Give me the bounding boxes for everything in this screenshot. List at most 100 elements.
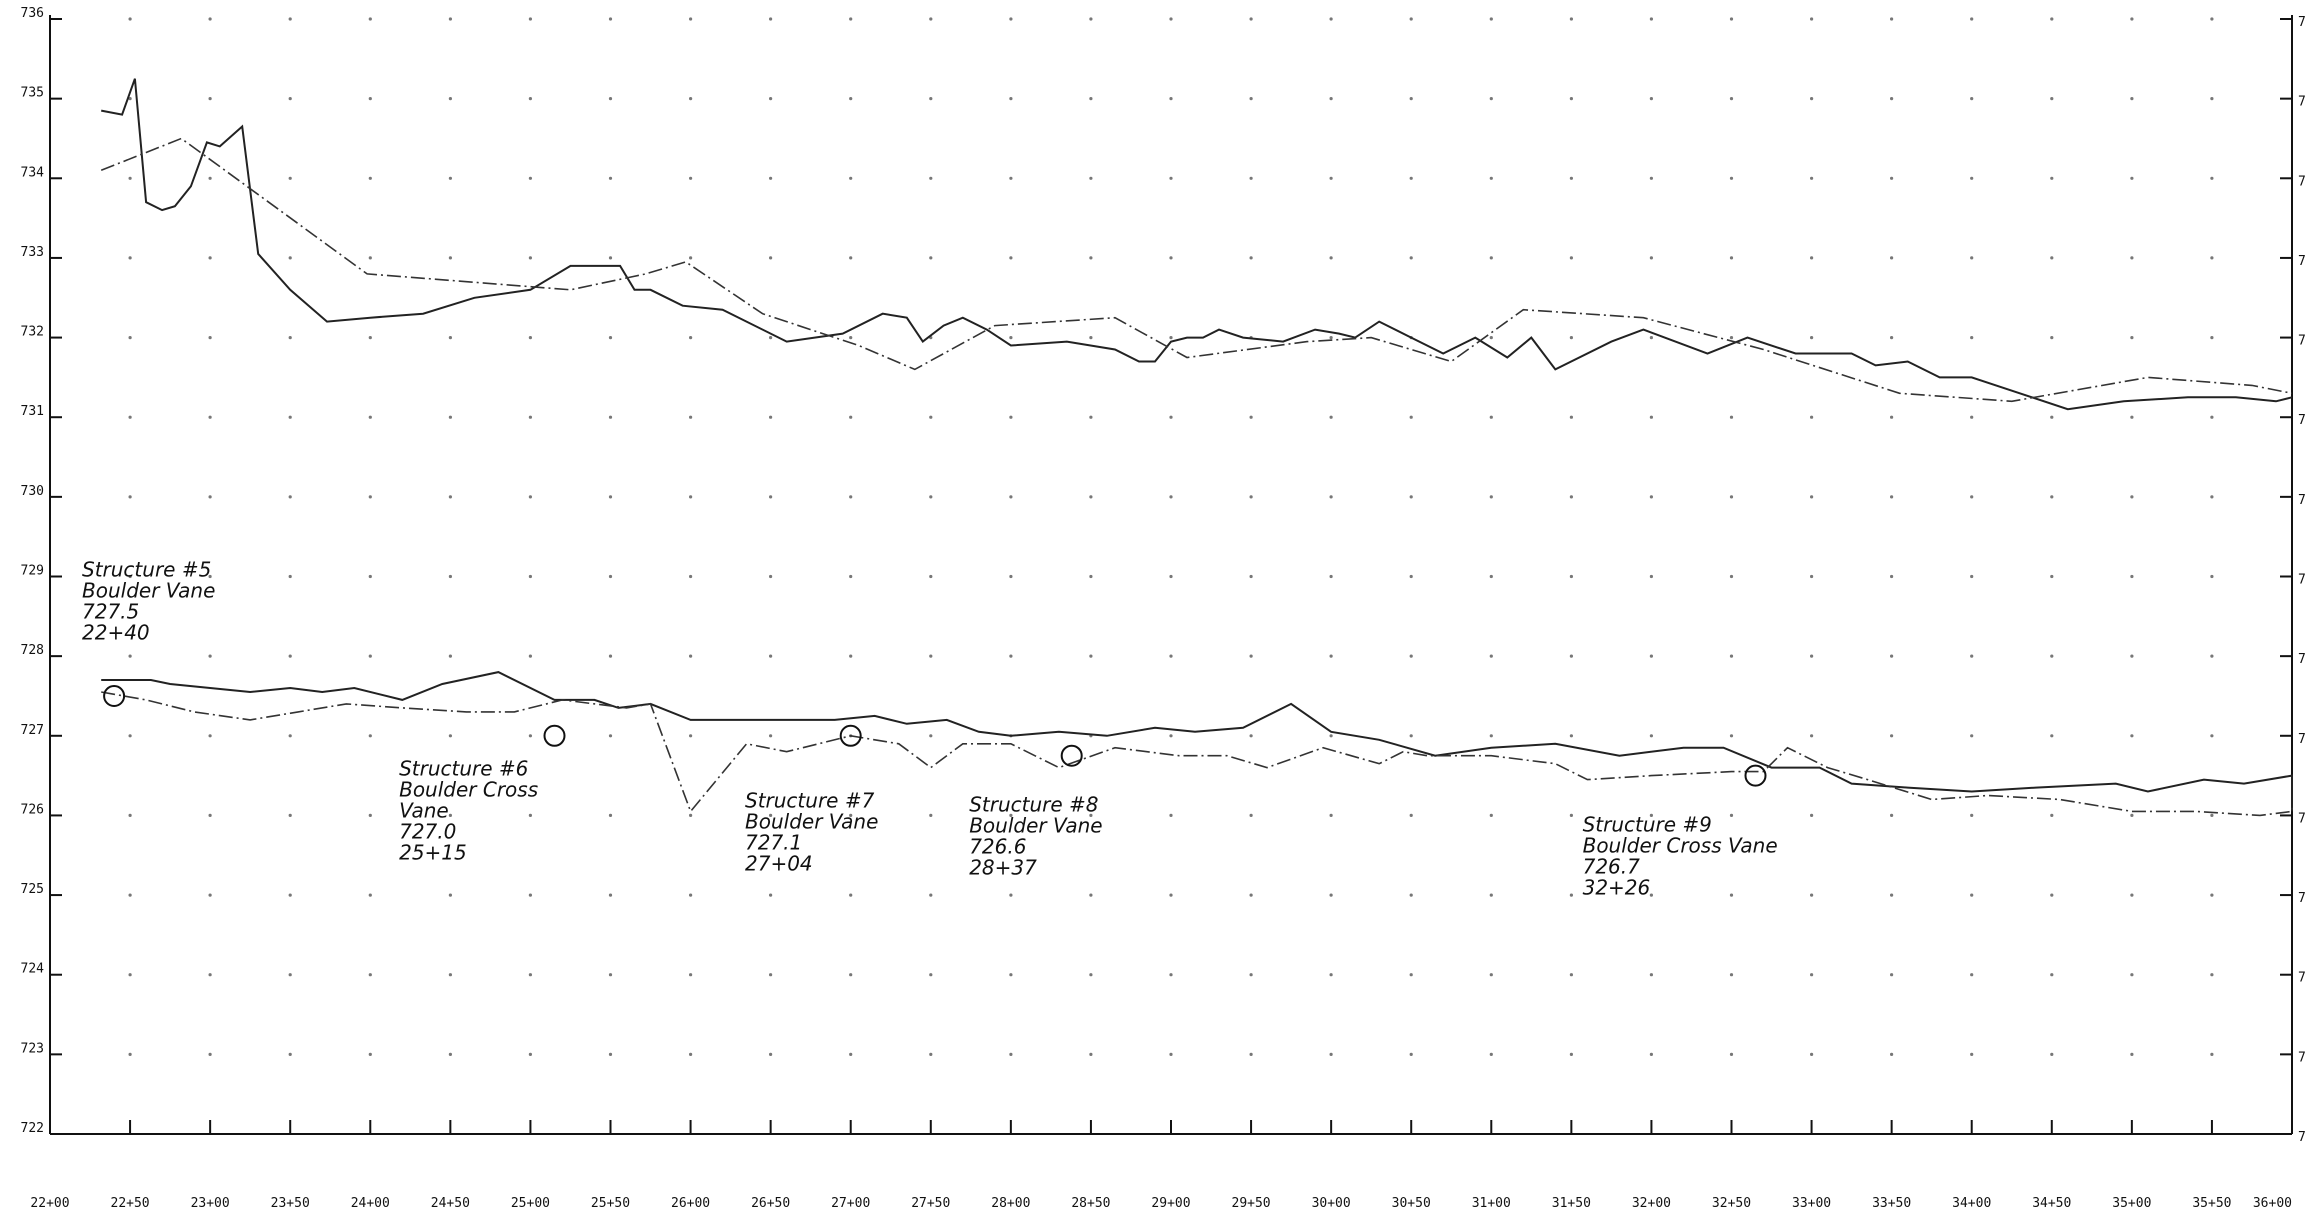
y-tick-label-right: 7 xyxy=(2298,1130,2306,1145)
grid-dot xyxy=(1569,973,1573,977)
grid-dot xyxy=(1249,973,1253,977)
grid-dot xyxy=(528,336,533,340)
x-tick-label: 26+50 xyxy=(751,1196,790,1211)
grid-dot xyxy=(1810,97,1814,101)
grid-dot xyxy=(2050,97,2054,101)
grid-dot xyxy=(528,415,533,419)
grid-dot xyxy=(608,813,613,818)
grid-dot xyxy=(608,415,613,419)
grid-dot xyxy=(208,97,212,101)
grid-dot xyxy=(2050,574,2054,579)
grid-dot xyxy=(1089,256,1093,260)
grid-dot xyxy=(1649,17,1653,21)
structure-marker xyxy=(103,685,126,707)
grid-dot xyxy=(769,893,773,897)
grid-dot xyxy=(849,813,853,818)
y-axis-ticks: 722 7 723 7 724 7 725 7 726 7 727 7 728 7 729 7 730 7 731 7… xyxy=(21,6,2306,1145)
grid-dot xyxy=(2050,973,2054,977)
grid-dot xyxy=(1569,654,1573,658)
grid-dot xyxy=(849,17,853,21)
grid-dot xyxy=(1649,973,1653,977)
grid-dot xyxy=(128,973,132,977)
grid-dot xyxy=(1890,734,1894,738)
grid-dot xyxy=(288,256,292,260)
grid-dot xyxy=(2050,734,2054,738)
y-tick-label: 731 xyxy=(21,404,44,419)
x-tick-label: 36+00 xyxy=(2253,1196,2292,1211)
grid-dot xyxy=(849,176,853,180)
grid-dot xyxy=(1009,97,1013,101)
grid-dot xyxy=(2130,97,2134,101)
grid-dot xyxy=(608,495,613,499)
grid-dot xyxy=(1329,973,1333,977)
annotation-line: Structure #6 xyxy=(399,757,528,781)
grid-dot xyxy=(288,734,292,738)
grid-dot xyxy=(2130,813,2134,818)
grid-dot xyxy=(608,256,613,260)
grid-dot xyxy=(368,176,372,180)
x-tick-label: 35+50 xyxy=(2192,1196,2231,1211)
grid-dot xyxy=(1890,813,1894,818)
y-tick-label: 725 xyxy=(21,882,44,897)
grid-dot xyxy=(689,654,693,658)
x-tick-label: 33+00 xyxy=(1792,1196,1831,1211)
grid-dot xyxy=(1169,813,1173,818)
x-tick-label: 32+00 xyxy=(1632,1196,1671,1211)
structure-markers xyxy=(103,685,1767,787)
grid-dot xyxy=(1970,574,1974,579)
grid-dot xyxy=(689,256,693,260)
annotation-line: Structure #7 xyxy=(745,789,875,813)
grid-dot xyxy=(1329,734,1333,738)
grid-dot xyxy=(769,495,773,499)
grid-dot xyxy=(1649,256,1653,260)
annotation-line: 32+26 xyxy=(1583,875,1651,899)
grid-dot xyxy=(1569,1052,1573,1056)
grid-dot xyxy=(769,17,773,21)
grid-dot xyxy=(1890,574,1894,579)
grid-dot xyxy=(1890,1052,1894,1056)
grid-dot xyxy=(608,574,613,579)
grid-dot xyxy=(448,176,452,180)
grid-dot xyxy=(1569,97,1573,101)
grid-dot xyxy=(1329,336,1333,340)
grid-dot xyxy=(2130,973,2134,977)
annotation-line: Structure #8 xyxy=(969,792,1098,816)
grid-dot xyxy=(1569,17,1573,21)
y-tick-label: 727 xyxy=(21,723,44,738)
x-tick-label: 27+50 xyxy=(911,1196,950,1211)
grid-dot xyxy=(128,256,132,260)
x-tick-label: 24+50 xyxy=(431,1196,470,1211)
grid-dot xyxy=(689,1052,693,1056)
grid-dot xyxy=(608,336,613,340)
grid-dot xyxy=(1810,336,1814,340)
grid-dot xyxy=(448,654,452,658)
grid-dot xyxy=(288,654,292,658)
grid-dot xyxy=(1649,97,1653,101)
annotation-line: 727.0 xyxy=(399,820,456,844)
structure-annotations: Structure #5 Boulder Vane 727.5 22+40Struct… xyxy=(82,558,1778,900)
grid-dot xyxy=(1970,495,1974,499)
grid-dot xyxy=(1409,893,1413,897)
grid-dot xyxy=(528,574,533,579)
grid-dot xyxy=(849,654,853,658)
grid-dot xyxy=(1890,495,1894,499)
grid-dot xyxy=(769,336,773,340)
grid-dot xyxy=(2210,336,2214,340)
grid-dot xyxy=(1649,176,1653,180)
x-tick-label: 29+50 xyxy=(1232,1196,1271,1211)
grid-dot xyxy=(849,97,853,101)
grid-dot xyxy=(368,336,372,340)
grid-dot xyxy=(1649,813,1653,818)
grid-dot xyxy=(769,97,773,101)
grid-dot xyxy=(1569,734,1573,738)
grid-dot xyxy=(208,813,212,818)
grid-dot xyxy=(1729,1052,1734,1056)
grid-dot xyxy=(1089,893,1093,897)
grid-dot xyxy=(528,973,533,977)
grid-dot xyxy=(2050,654,2054,658)
grid-dot xyxy=(1329,813,1333,818)
grid-dot xyxy=(929,654,933,658)
grid-dot xyxy=(1089,973,1093,977)
grid-dot xyxy=(368,574,372,579)
